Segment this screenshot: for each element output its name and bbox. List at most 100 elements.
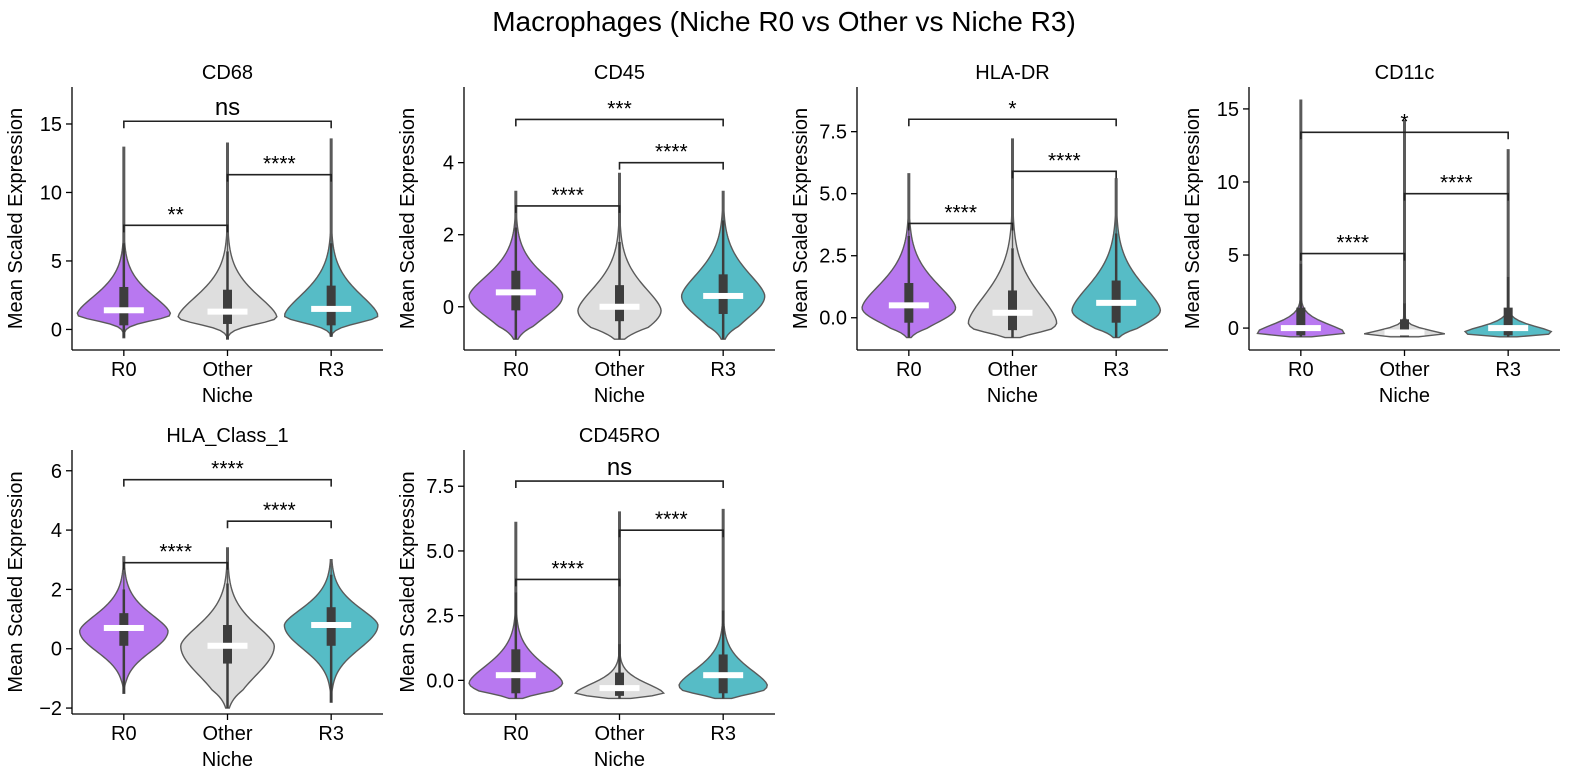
panel-hla-class-1: **** **** **** −2 0 2 4 6 R0 Other R3 HLA_Class_1 Ni… [5, 425, 383, 771]
x-tick-label-other: Other [987, 359, 1037, 381]
x-axis-label: Niche [594, 749, 645, 771]
bracket-3 [123, 478, 332, 487]
y-tick-label: 0 [51, 319, 62, 341]
significance-label-3: ns [215, 94, 240, 121]
x-tick-label-r3: R3 [710, 723, 736, 745]
y-axis-label: Mean Scaled Expression [5, 471, 27, 692]
significance-label-3: * [1008, 97, 1016, 120]
median-r3 [703, 672, 744, 679]
significance-label-2: **** [1440, 172, 1473, 195]
bracket-1 [515, 578, 621, 587]
significance-label-2: **** [655, 141, 688, 164]
panel-title: CD11c [1375, 62, 1435, 84]
iqr-box-other [615, 672, 624, 696]
y-tick-label: 2.5 [819, 246, 847, 268]
x-axis-label: Niche [202, 385, 253, 407]
x-tick-label-r3: R3 [1103, 359, 1129, 381]
y-tick-label: 0.0 [819, 308, 847, 330]
y-tick-label: 6 [51, 461, 62, 483]
y-tick-label: 7.5 [819, 122, 847, 144]
significance-label-2: **** [655, 508, 688, 531]
panel-title: HLA-DR [975, 62, 1049, 84]
x-tick-label-r3: R3 [318, 359, 344, 381]
y-tick-label: 0 [1228, 318, 1239, 340]
x-tick-label-other: Other [594, 723, 644, 745]
y-tick-label: 0 [51, 639, 62, 661]
bracket-1 [123, 224, 229, 233]
panel-title: HLA_Class_1 [166, 425, 288, 447]
median-r0 [103, 307, 144, 314]
significance-label-1: **** [551, 557, 584, 580]
significance-label-2: **** [1048, 149, 1081, 172]
iqr-box-r3 [326, 285, 336, 326]
median-other [992, 309, 1033, 316]
median-r0 [888, 302, 929, 309]
x-tick-label-other: Other [594, 359, 644, 381]
y-axis-label: Mean Scaled Expression [397, 471, 419, 692]
median-other [599, 685, 640, 692]
y-tick-label: 0 [443, 297, 454, 319]
y-tick-label: −2 [39, 698, 62, 720]
x-tick-label-r0: R0 [896, 359, 922, 381]
y-tick-label: 0.0 [426, 670, 454, 692]
iqr-box-r3 [1503, 307, 1513, 336]
x-axis-label: Niche [202, 749, 253, 771]
y-axis-label: Mean Scaled Expression [5, 108, 27, 329]
median-r0 [495, 289, 536, 296]
y-tick-label: 5 [51, 251, 62, 273]
panel-title: CD45RO [579, 425, 660, 447]
bracket-2 [1403, 192, 1509, 201]
y-tick-label: 7.5 [426, 476, 454, 498]
bracket-2 [618, 529, 724, 538]
y-tick-label: 15 [40, 114, 62, 136]
median-r0 [1280, 325, 1321, 332]
y-axis-label: Mean Scaled Expression [397, 108, 419, 329]
significance-label-1: **** [944, 201, 977, 224]
bracket-1 [1300, 252, 1406, 261]
x-tick-label-r3: R3 [318, 723, 344, 745]
bracket-2 [618, 161, 724, 170]
bracket-3 [123, 120, 332, 129]
iqr-box-r0 [511, 649, 521, 694]
median-other [207, 308, 248, 315]
median-r3 [1488, 325, 1529, 332]
bracket-2 [1011, 170, 1117, 179]
iqr-box-r0 [119, 286, 129, 326]
x-axis-label: Niche [1379, 385, 1430, 407]
x-tick-label-r0: R0 [111, 723, 137, 745]
y-tick-label: 10 [40, 182, 62, 204]
bracket-1 [515, 205, 621, 213]
y-tick-label: 5 [1228, 245, 1239, 267]
panel-hla-dr: *********0.02.55.07.5R0 Other R3HLA-DRNich… [790, 62, 1168, 407]
x-tick-label-r0: R0 [503, 723, 529, 745]
iqr-box-other [223, 289, 232, 324]
y-tick-label: 2.5 [426, 606, 454, 628]
significance-label-3: **** [211, 458, 244, 481]
iqr-box-other [1400, 319, 1409, 337]
median-other [1384, 329, 1425, 336]
median-other [207, 642, 248, 649]
significance-label-3: *** [607, 97, 632, 120]
x-tick-label-r0: R0 [111, 359, 137, 381]
x-tick-label-other: Other [202, 723, 252, 745]
significance-label-3: ns [607, 454, 632, 481]
bracket-1 [123, 561, 229, 570]
y-tick-label: 4 [51, 520, 62, 542]
significance-label-1: **** [1336, 232, 1369, 255]
bracket-3 [908, 118, 1117, 127]
significance-label-1: **** [551, 184, 584, 207]
y-tick-label: 5.0 [426, 541, 454, 563]
y-tick-label: 5.0 [819, 184, 847, 206]
bracket-1 [908, 222, 1014, 231]
figure-title: Macrophages (Niche R0 vs Other vs Niche … [492, 6, 1076, 37]
x-tick-label-other: Other [202, 359, 252, 381]
iqr-box-other [615, 285, 624, 322]
median-r3 [1096, 299, 1137, 306]
x-tick-label-other: Other [1379, 359, 1429, 381]
median-r3 [703, 292, 744, 299]
median-r3 [311, 305, 352, 312]
